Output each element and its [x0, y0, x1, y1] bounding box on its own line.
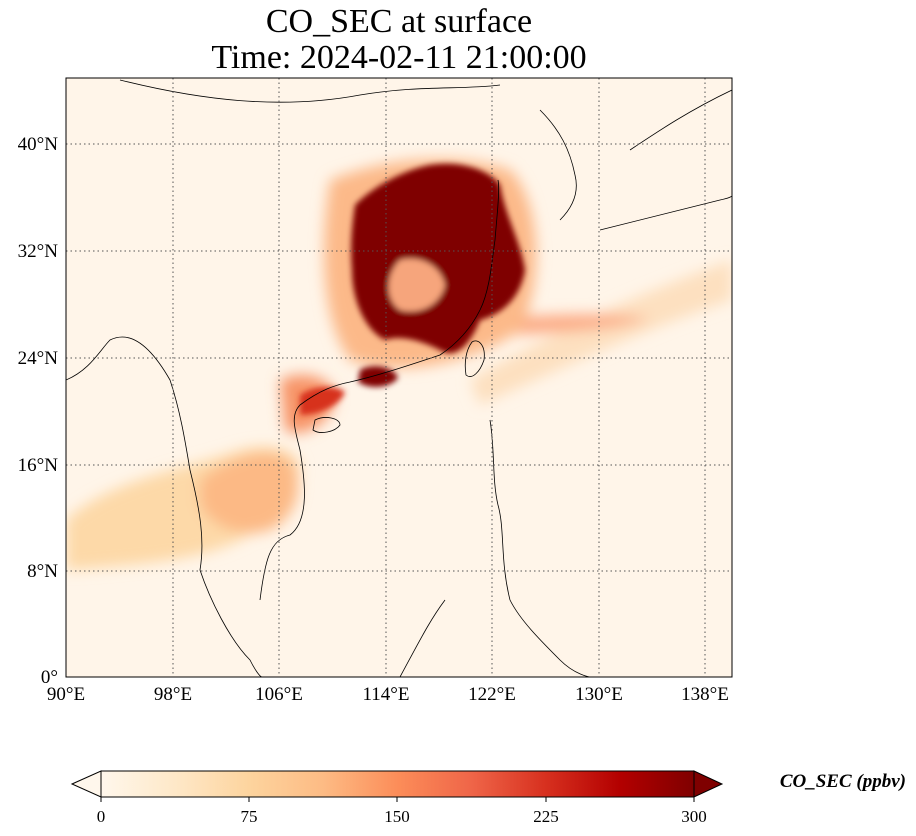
lat-tick-label: 40°N — [18, 134, 59, 155]
pacific-outflow — [490, 314, 650, 335]
lon-tick-label: 122°E — [468, 684, 516, 705]
colorbar-tick-label: 225 — [533, 807, 559, 826]
coastlines — [66, 79, 732, 677]
lon-tick-label: 130°E — [575, 684, 623, 705]
concentration-field — [66, 159, 732, 570]
map-title-line-2: Time: 2024-02-11 21:00:00 — [211, 39, 587, 76]
map-frame — [65, 77, 733, 678]
colorbar-tick-label: 150 — [384, 807, 410, 826]
colorbar-extend-high — [693, 770, 724, 798]
lat-tick-label: 24°N — [18, 348, 59, 369]
pacific-outflow-band — [470, 260, 732, 405]
lon-tick-label: 138°E — [681, 684, 729, 705]
colorbar-gradient — [101, 771, 694, 797]
lon-tick-label: 106°E — [255, 684, 303, 705]
colorbar: 0 75 150 225 300 CO_SEC (ppbv) — [70, 770, 906, 826]
colorbar-unit-label: CO_SEC (ppbv) — [780, 771, 906, 792]
indochina-haze — [200, 452, 299, 534]
colorbar-tick-label: 75 — [241, 807, 258, 826]
gridlines — [66, 78, 732, 677]
lon-tick-label: 98°E — [154, 684, 192, 705]
lat-tick-label: 16°N — [18, 455, 59, 476]
colorbar-tick-label: 300 — [681, 807, 707, 826]
plume-light-pocket — [388, 258, 445, 312]
lon-tick-label: 90°E — [47, 684, 85, 705]
colorbar-tick-label: 0 — [97, 807, 106, 826]
lat-tick-label: 32°N — [18, 241, 59, 262]
lon-tick-label: 114°E — [363, 684, 410, 705]
map-title-line-1: CO_SEC at surface — [265, 3, 533, 40]
lat-tick-label: 8°N — [27, 561, 58, 582]
south-china-coast-west — [300, 387, 345, 415]
lat-tick-label: 0° — [41, 667, 58, 688]
colorbar-extend-low — [70, 770, 102, 798]
